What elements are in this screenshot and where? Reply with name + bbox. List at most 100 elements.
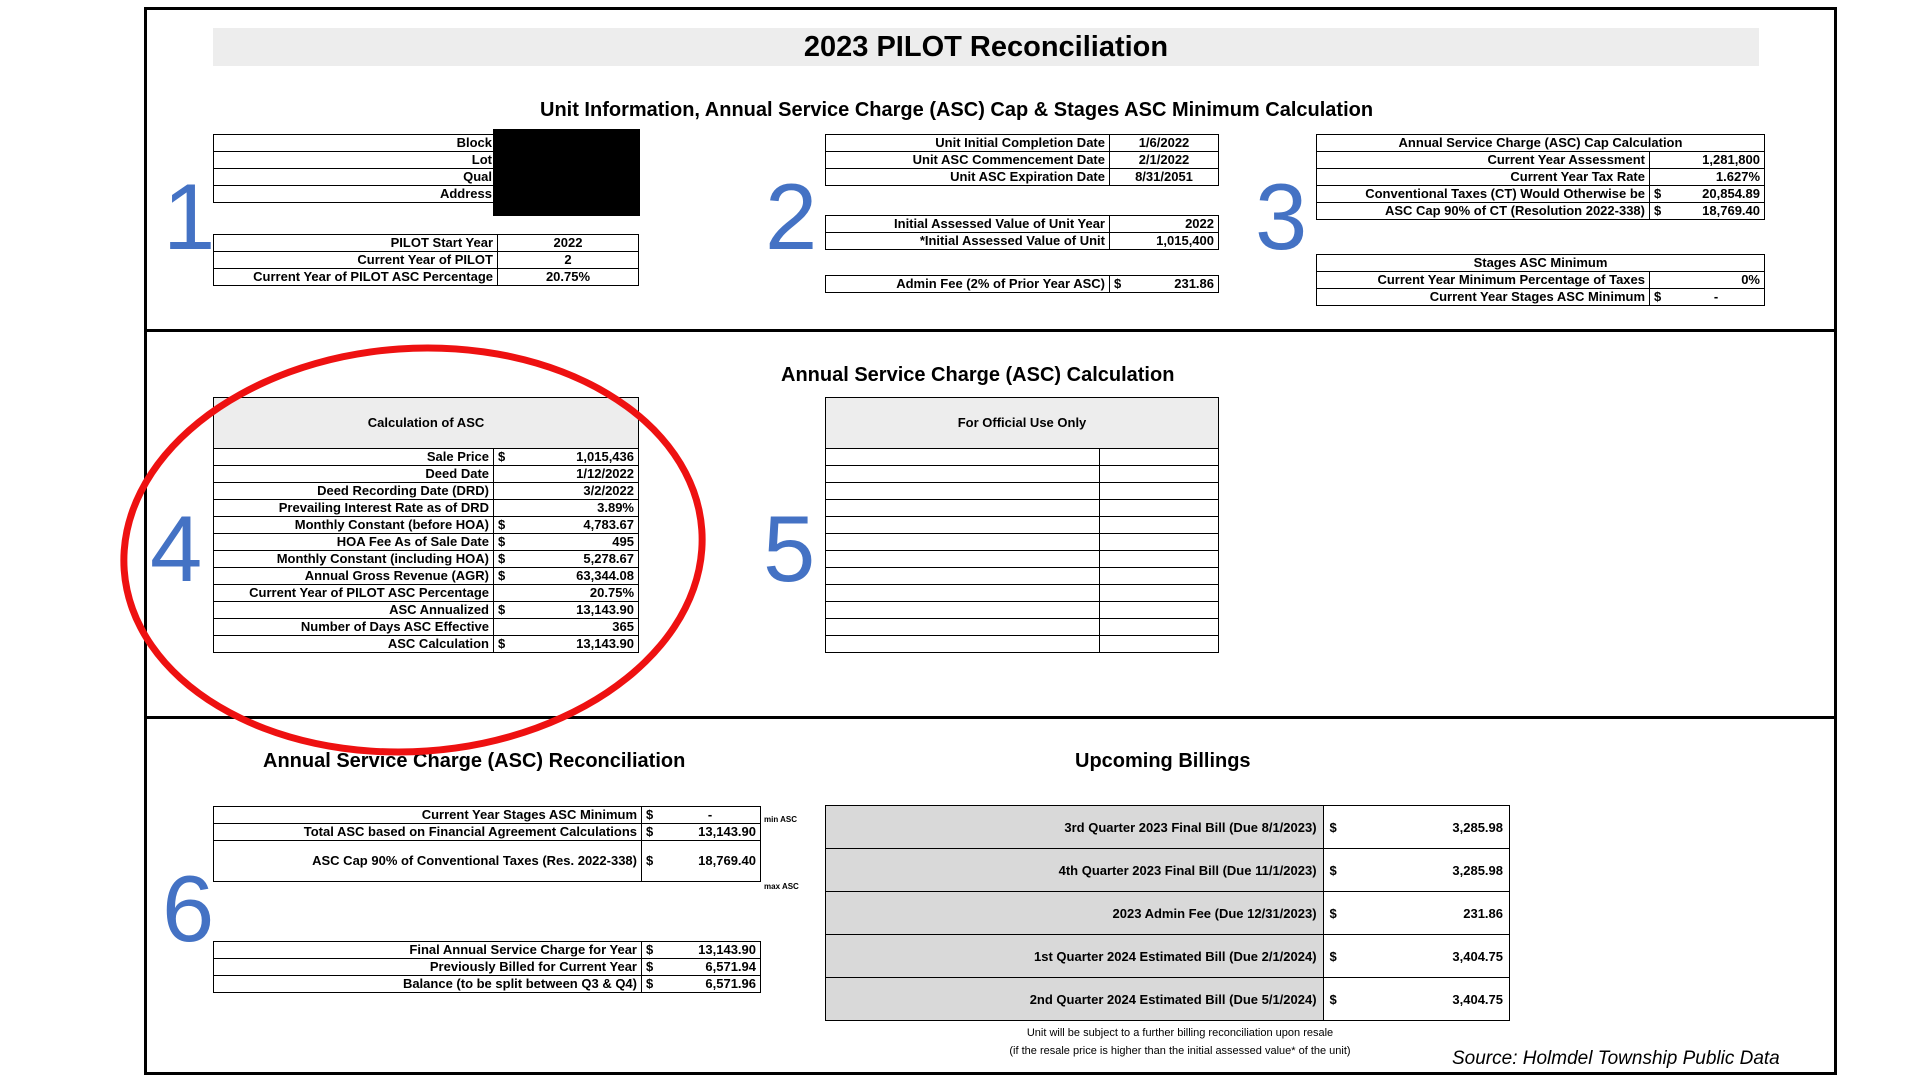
- row-label: Final Annual Service Charge for Year: [213, 941, 642, 959]
- row-label: Prevailing Interest Rate as of DRD: [213, 499, 494, 517]
- table-row: 1st Quarter 2024 Estimated Bill (Due 2/1…: [825, 934, 1511, 978]
- row-currency: $: [641, 806, 660, 824]
- table-row: [825, 635, 1219, 653]
- table-row: Current Year Stages ASC Minimum $ -: [1316, 288, 1765, 306]
- table-row: Annual Service Charge (ASC) Cap Calculat…: [1316, 134, 1765, 152]
- billing-footnote-line-2: (if the resale price is higher than the …: [1009, 1045, 1351, 1057]
- row-currency: $: [1322, 891, 1343, 935]
- table-header: For Official Use Only: [825, 397, 1219, 449]
- row-value: 20.75%: [512, 584, 639, 602]
- row-value: 8/31/2051: [1109, 168, 1219, 186]
- source-credit: Source: Holmdel Township Public Data: [1452, 1048, 1780, 1069]
- table-row: *Initial Assessed Value of Unit 1,015,400: [825, 232, 1219, 250]
- row-label: ASC Calculation: [213, 635, 494, 653]
- row-currency: $: [641, 840, 660, 882]
- table-row: Lot: [213, 151, 497, 169]
- table-row: [825, 550, 1219, 568]
- table-row: Monthly Constant (including HOA) $5,278.6…: [213, 550, 639, 568]
- row-label: Current Year Stages ASC Minimum: [213, 806, 642, 824]
- table-row: Current Year Assessment 1,281,800: [1316, 151, 1765, 169]
- row-label: Admin Fee (2% of Prior Year ASC): [825, 275, 1110, 293]
- row-label: Current Year of PILOT ASC Percentage: [213, 268, 498, 286]
- table-row: Current Year Stages ASC Minimum $ -: [213, 806, 761, 824]
- row-value: 13,143.90: [512, 635, 639, 653]
- row-label: 2023 Admin Fee (Due 12/31/2023): [825, 891, 1324, 935]
- table-row: 3rd Quarter 2023 Final Bill (Due 8/1/202…: [825, 805, 1511, 849]
- row-label: Balance (to be split between Q3 & Q4): [213, 975, 642, 993]
- row-label: Current Year Minimum Percentage of Taxes: [1316, 271, 1650, 289]
- table-row: Current Year of PILOT 2: [213, 251, 639, 269]
- row-currency: $: [1322, 805, 1343, 849]
- row-currency: $: [1322, 977, 1343, 1021]
- row-label: Current Year Stages ASC Minimum: [1316, 288, 1650, 306]
- table-row: [825, 465, 1219, 483]
- row-value: 231.86: [1342, 891, 1511, 935]
- section-title-asc-reconciliation: Annual Service Charge (ASC) Reconciliati…: [263, 750, 686, 772]
- table-row: ASC Cap 90% of CT (Resolution 2022-338) $…: [1316, 202, 1765, 220]
- row-currency: [1649, 271, 1668, 289]
- row-currency: $: [1649, 288, 1668, 306]
- assessed-value-table: Initial Assessed Value of Unit Year 2022 …: [825, 215, 1219, 250]
- table-row: ASC Annualized $13,143.90: [213, 601, 639, 619]
- table-row: Current Year of PILOT ASC Percentage 20.7…: [213, 584, 639, 602]
- row-value: 3,285.98: [1342, 848, 1511, 892]
- row-value: 2/1/2022: [1109, 151, 1219, 169]
- table-row: Total ASC based on Financial Agreement C…: [213, 823, 761, 841]
- table-row: Final Annual Service Charge for Year $13,…: [213, 941, 761, 959]
- row-currency: [1649, 168, 1668, 186]
- row-value: 3/2/2022: [512, 482, 639, 500]
- row-value: 13,143.90: [660, 823, 761, 841]
- table-row: Stages ASC Minimum: [1316, 254, 1765, 272]
- row-currency: $: [641, 941, 660, 959]
- row-value: 6,571.94: [660, 958, 761, 976]
- row-currency: $: [641, 975, 660, 993]
- row-currency: [1649, 151, 1668, 169]
- row-label: 2nd Quarter 2024 Estimated Bill (Due 5/1…: [825, 977, 1324, 1021]
- table-row: Unit ASC Expiration Date 8/31/2051: [825, 168, 1219, 186]
- section-divider-2: [144, 716, 1837, 719]
- table-row: Qual: [213, 168, 497, 186]
- page-title: 2023 PILOT Reconciliation: [213, 28, 1759, 66]
- row-currency: $: [1109, 275, 1128, 293]
- row-label: Qual: [213, 168, 497, 186]
- row-value: 3,285.98: [1342, 805, 1511, 849]
- table-row: Address: [213, 185, 497, 203]
- row-value: 20,854.89: [1668, 185, 1765, 203]
- row-currency: $: [493, 635, 512, 653]
- table-row: PILOT Start Year 2022: [213, 234, 639, 252]
- table-row: Previously Billed for Current Year $6,571…: [213, 958, 761, 976]
- reconciliation-top-table: Current Year Stages ASC Minimum $ - Total …: [213, 806, 761, 882]
- table-row: Monthly Constant (before HOA) $4,783.67: [213, 516, 639, 534]
- row-label: 3rd Quarter 2023 Final Bill (Due 8/1/202…: [825, 805, 1324, 849]
- row-value: 1/12/2022: [512, 465, 639, 483]
- admin-fee-table: Admin Fee (2% of Prior Year ASC) $231.86: [825, 275, 1219, 293]
- row-value: -: [660, 806, 761, 824]
- table-row: [825, 499, 1219, 517]
- table-row: [825, 618, 1219, 636]
- row-label: Monthly Constant (including HOA): [213, 550, 494, 568]
- marker-1: 1: [163, 164, 216, 269]
- row-value: 1,015,400: [1109, 232, 1219, 250]
- page-frame: [144, 7, 1837, 1075]
- row-value: 6,571.96: [660, 975, 761, 993]
- row-label: Current Year of PILOT: [213, 251, 498, 269]
- table-row: ASC Calculation $13,143.90: [213, 635, 639, 653]
- row-label: HOA Fee As of Sale Date: [213, 533, 494, 551]
- row-currency: $: [1649, 185, 1668, 203]
- asc-cap-table: Annual Service Charge (ASC) Cap Calculat…: [1316, 134, 1765, 220]
- row-currency: $: [1322, 934, 1343, 978]
- table-row: Unit Initial Completion Date 1/6/2022: [825, 134, 1219, 152]
- row-value: 2022: [497, 234, 639, 252]
- max-asc-note: max ASC: [764, 882, 799, 891]
- table-row: Block: [213, 134, 497, 152]
- table-row: 4th Quarter 2023 Final Bill (Due 11/1/20…: [825, 848, 1511, 892]
- table-header: Calculation of ASC: [213, 397, 639, 449]
- row-label: Lot: [213, 151, 497, 169]
- row-value: 2022: [1109, 215, 1219, 233]
- row-currency: $: [1649, 202, 1668, 220]
- table-row: Unit ASC Commencement Date 2/1/2022: [825, 151, 1219, 169]
- section-title-unit-info: Unit Information, Annual Service Charge …: [540, 99, 1374, 121]
- table-row: Calculation of ASC: [213, 397, 639, 449]
- row-value: 18,769.40: [1668, 202, 1765, 220]
- row-label: ASC Cap 90% of CT (Resolution 2022-338): [1316, 202, 1650, 220]
